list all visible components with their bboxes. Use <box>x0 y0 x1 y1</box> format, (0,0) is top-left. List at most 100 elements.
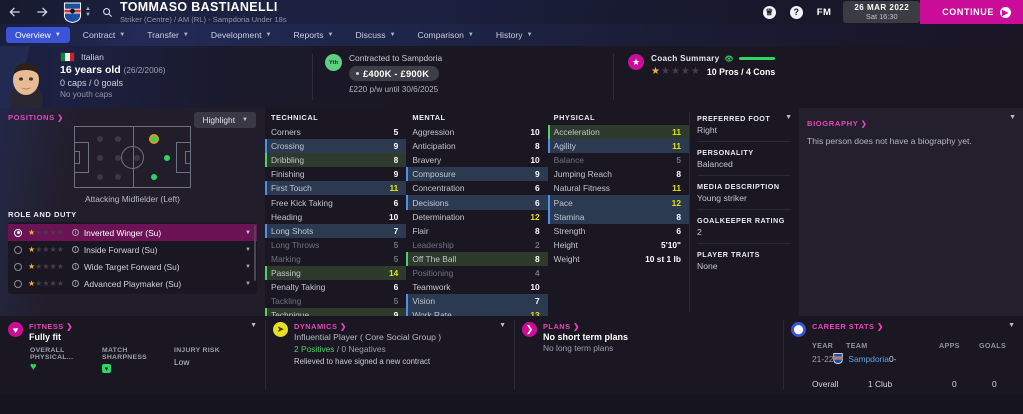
career-stats-header[interactable]: CAREER STATS ❯ <box>812 322 884 331</box>
chevron-down-icon[interactable]: ▼ <box>245 263 251 270</box>
chevron-down-icon[interactable]: ▼ <box>1008 322 1015 329</box>
attribute-row[interactable]: Long Shots 7 <box>265 223 407 238</box>
tab-contract[interactable]: Contract ▼ <box>74 27 134 43</box>
attribute-row[interactable]: Concentration 6 <box>406 181 547 195</box>
attribute-row[interactable]: Agility 11 <box>547 139 689 154</box>
tab-development[interactable]: Development ▼ <box>202 27 281 43</box>
dynamics-note: Relieved to have signed a new contract <box>294 357 431 366</box>
role-item-inside-forward[interactable]: ★ ★ ★ ★ ★ i Inside Forward (Su) ▼ <box>8 241 257 258</box>
fm-logo: FM <box>816 6 832 18</box>
info-icon[interactable]: i <box>71 263 79 270</box>
position-slot-selected[interactable] <box>151 136 157 142</box>
info-icon[interactable]: i <box>71 246 79 253</box>
tab-discuss[interactable]: Discuss ▼ <box>347 27 405 43</box>
attribute-row[interactable]: Corners 5 <box>265 125 406 139</box>
technical-column: TECHNICAL Corners 5 Crossing 9 Dribbling 8 … <box>265 113 407 323</box>
tab-comparison[interactable]: Comparison ▼ <box>409 27 483 43</box>
highlight-dropdown[interactable]: Highlight ▼ <box>194 112 256 128</box>
attribute-row[interactable]: Composure 9 <box>406 167 548 182</box>
attribute-row[interactable]: First Touch 11 <box>265 181 407 196</box>
trophy-icon[interactable]: ♕ <box>762 5 776 19</box>
search-icon[interactable] <box>102 7 113 18</box>
crest-stepper[interactable]: ▲ ▼ <box>85 5 91 18</box>
fitness-header[interactable]: FITNESS ❯ <box>29 322 73 331</box>
position-slot[interactable] <box>115 174 121 180</box>
attribute-row[interactable]: Off The Ball 8 <box>406 251 548 267</box>
attribute-row[interactable]: Vision 7 <box>406 294 548 309</box>
chevron-down-icon[interactable]: ▼ <box>250 322 257 329</box>
attribute-row[interactable]: Bravery 10 <box>406 153 547 167</box>
chevron-down-icon[interactable]: ▼ <box>499 322 506 329</box>
attribute-row[interactable]: Decisions 6 <box>406 195 548 210</box>
attribute-row[interactable]: Aggression 10 <box>406 125 547 139</box>
role-item-wide-target-forward[interactable]: ★ ★ ★ ★ ★ i Wide Target Forward (Su) ▼ <box>8 258 257 275</box>
info-icon[interactable]: i <box>71 280 79 287</box>
attribute-row[interactable]: Acceleration 11 <box>547 125 689 140</box>
attribute-row[interactable]: Determination 12 <box>406 210 547 224</box>
chevron-down-icon[interactable]: ▼ <box>245 229 251 236</box>
position-slot[interactable] <box>134 155 140 161</box>
attribute-row[interactable]: Natural Fitness 11 <box>548 181 689 195</box>
info-icon[interactable]: i <box>71 229 79 236</box>
attribute-row[interactable]: Long Throws 5 <box>265 238 406 252</box>
attribute-row[interactable]: Flair 8 <box>406 224 547 238</box>
cell-team[interactable]: Sampdoria <box>833 353 889 364</box>
attribute-row[interactable]: Leadership 2 <box>406 238 547 252</box>
chevron-down-icon[interactable]: ▼ <box>245 280 251 287</box>
attribute-row[interactable]: Penalty Taking 6 <box>265 280 406 294</box>
technical-header: TECHNICAL <box>271 113 319 122</box>
coach-summary-block[interactable]: ★ Coach Summary 👁 ★ ★ ★ ★ ★ 10 Pros / 4 … <box>614 46 775 108</box>
attribute-value: 14 <box>389 267 399 278</box>
attribute-row[interactable]: Tackling 5 <box>265 294 406 308</box>
arrow-right-icon[interactable] <box>35 5 49 19</box>
attribute-row[interactable]: Marking 5 <box>265 252 406 266</box>
tab-reports[interactable]: Reports ▼ <box>284 27 342 43</box>
club-crest-selector[interactable]: ▲ ▼ <box>63 2 91 23</box>
role-item-advanced-playmaker[interactable]: ★ ★ ★ ★ ★ i Advanced Playmaker (Su) ▼ <box>8 275 257 292</box>
attribute-row[interactable]: Jumping Reach 8 <box>548 167 689 181</box>
attribute-row[interactable]: Teamwork 10 <box>406 280 547 294</box>
chevron-down-icon[interactable]: ▼ <box>1009 114 1016 121</box>
attribute-row[interactable]: Crossing 9 <box>265 139 407 154</box>
plans-header[interactable]: PLANS ❯ <box>543 322 628 331</box>
attribute-row[interactable]: Free Kick Taking 6 <box>265 195 406 209</box>
table-row[interactable]: 21-22 Sampdoria 0 - <box>812 353 1013 364</box>
role-item-inverted-winger[interactable]: ★ ★ ★ ★ ★ i Inverted Winger (Su) ▼ <box>8 224 257 241</box>
attribute-row[interactable]: Dribbling 8 <box>265 153 407 168</box>
position-slot[interactable] <box>97 155 103 161</box>
attribute-row[interactable]: Balance 5 <box>548 153 689 167</box>
top-header-bar: ▲ ▼ TOMMASO BASTIANELLI Striker (Centre) … <box>0 0 1023 24</box>
position-slot-active[interactable] <box>151 174 157 180</box>
arrow-left-icon[interactable] <box>8 5 22 19</box>
tab-transfer[interactable]: Transfer ▼ <box>138 27 198 43</box>
position-slot[interactable] <box>115 155 121 161</box>
coach-summary-text: Coach Summary 👁 ★ ★ ★ ★ ★ 10 Pros / 4 Co… <box>651 54 775 108</box>
attribute-row[interactable]: Anticipation 8 <box>406 139 547 153</box>
tab-history[interactable]: History ▼ <box>487 27 542 43</box>
attribute-row[interactable]: Stamina 8 <box>547 209 689 224</box>
attribute-row[interactable]: Strength 6 <box>548 224 689 238</box>
help-icon[interactable]: ? <box>789 5 803 19</box>
attribute-row[interactable]: Positioning 4 <box>406 266 547 280</box>
position-slot[interactable] <box>115 136 121 142</box>
biography-header[interactable]: BIOGRAPHY ❯ <box>807 114 1023 128</box>
position-slot[interactable] <box>97 174 103 180</box>
positions-header[interactable]: POSITIONS ❯ <box>0 108 265 122</box>
role-list-scrollbar[interactable] <box>254 225 256 281</box>
fitness-status: Fully fit <box>29 332 61 342</box>
attribute-row[interactable]: Pace 12 <box>547 195 689 210</box>
game-date-display[interactable]: 26 MAR 2022 Sat 16:30 <box>843 1 921 23</box>
attribute-row[interactable]: Finishing 9 <box>265 167 406 181</box>
dynamics-header[interactable]: DYNAMICS ❯ <box>294 322 441 331</box>
continue-button[interactable]: CONTINUE ▶ <box>920 0 1023 24</box>
position-slot-active[interactable] <box>164 155 170 161</box>
attribute-row[interactable]: Heading 10 <box>265 210 406 224</box>
attribute-row[interactable]: Passing 14 <box>265 265 407 281</box>
chevron-down-icon[interactable]: ▼ <box>245 246 251 253</box>
chevron-down-icon[interactable]: ▼ <box>785 114 792 121</box>
position-slot[interactable] <box>97 136 103 142</box>
tab-overview[interactable]: Overview ▼ <box>6 27 70 43</box>
top-right-controls: ♕ ? FM 26 MAR 2022 Sat 16:30 CONTINUE ▶ <box>762 0 1023 24</box>
attribute-value: 7 <box>393 225 399 236</box>
position-pitch[interactable] <box>74 126 191 188</box>
